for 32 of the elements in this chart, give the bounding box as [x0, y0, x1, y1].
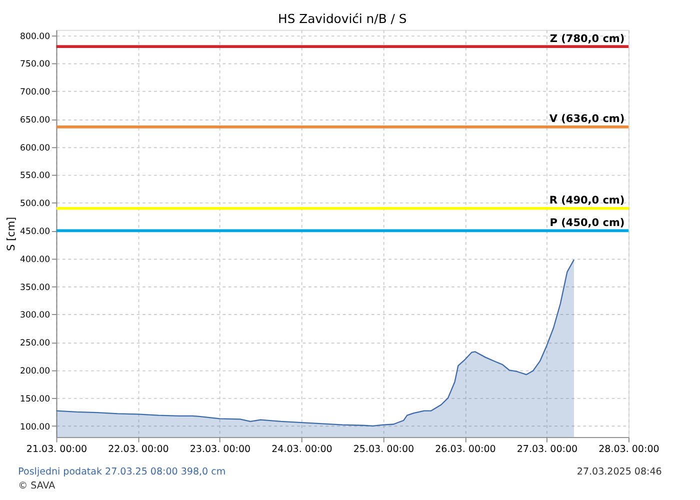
text: 27.03.2025 08:46 [576, 466, 662, 478]
ref-line-label: R (490,0 cm) [549, 194, 625, 207]
y-tick-label: 800.00 [20, 32, 50, 42]
y-tick-label: 250.00 [20, 338, 50, 349]
x-tick-label: 26.03. 00:00 [435, 444, 496, 455]
y-tick-label: 100.00 [20, 422, 50, 432]
x-tick-label: 21.03. 00:00 [26, 444, 88, 455]
ref-line-label: Z (780,0 cm) [550, 32, 625, 45]
y-tick-label: 150.00 [20, 394, 50, 404]
y-tick-label: 300.00 [20, 310, 50, 321]
text: Posljedni podatak 27.03.25 08:00 398,0 cm [18, 466, 226, 478]
y-tick-label: 700.00 [20, 88, 50, 98]
x-tick-label: 27.03. 00:00 [516, 444, 578, 455]
ref-line-label: P (450,0 cm) [550, 216, 625, 229]
text: © SAVA [18, 480, 56, 492]
y-tick-label: 400.00 [20, 254, 50, 265]
y-tick-label: 350.00 [20, 282, 50, 293]
y-tick-label: 450.00 [20, 227, 50, 238]
y-tick-label: 550.00 [20, 171, 50, 182]
chart-title: HS Zavidovići n/B / S [278, 11, 407, 26]
x-tick-label: 22.03. 00:00 [108, 444, 169, 455]
x-tick-label: 24.03. 00:00 [272, 444, 332, 455]
x-tick-label: 25.03. 00:00 [353, 444, 414, 455]
ref-line-label: V (636,0 cm) [549, 113, 625, 126]
y-tick-label: 500.00 [20, 199, 50, 210]
y-tick-label: 750.00 [20, 60, 50, 70]
x-tick-label: 23.03. 00:00 [190, 444, 251, 455]
y-tick-label: 600.00 [20, 143, 50, 154]
y-tick-label: 200.00 [20, 366, 50, 376]
y-axis-title: S [cm] [5, 216, 18, 252]
y-tick-label: 650.00 [20, 115, 50, 126]
x-tick-label: 28.03. 00:00 [598, 444, 660, 455]
